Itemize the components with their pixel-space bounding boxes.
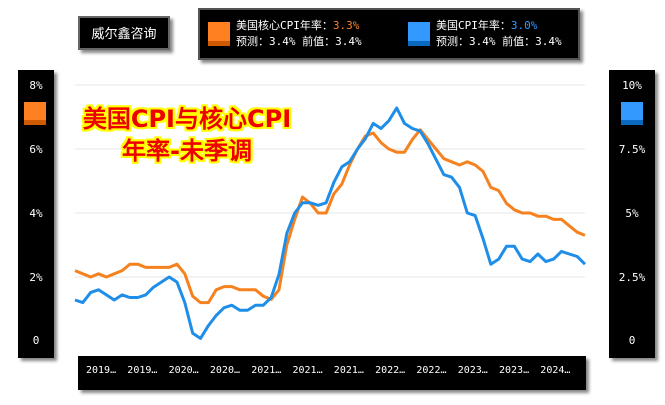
left-tick: 2% [29,271,43,284]
x-tick-label: 2024… [540,365,571,376]
core-previous: 前值：3.4% [302,35,362,48]
cpi-previous: 前值：3.4% [502,35,562,48]
x-tick-label: 2022… [416,365,447,376]
x-tick-label: 2019… [127,365,158,376]
legend-core: 美国核心CPI年率：3.3% 预测：3.4% 前值：3.4% [236,18,362,50]
core-cpi-swatch-icon [208,22,230,46]
x-tick-label: 2023… [499,365,530,376]
left-tick: 6% [29,143,43,156]
cpi-value: 3.0% [510,19,538,32]
x-tick-label: 2021… [292,365,323,376]
left-axis: 8% 6% 4% 2% 0 [18,70,54,358]
x-tick-label: 2021… [333,365,364,376]
x-axis: 2019… 2019… 2020… 2020… 2021… 2021… 2021… 2022…… [78,356,586,390]
core-value: 3.3% [332,19,360,32]
x-tick-label: 2020… [209,365,240,376]
right-tick: 5% [625,207,639,220]
left-tick: 4% [29,207,43,220]
core-forecast: 预测：3.4% [236,35,296,48]
right-tick: 10% [622,79,642,92]
x-tick-label: 2019… [86,365,117,376]
left-tick: 8% [29,79,43,92]
title-line-1: 美国CPI与核心CPI [82,105,292,133]
cpi-line [74,106,587,340]
legend: 美国核心CPI年率：3.3% 预测：3.4% 前值：3.4% 美国CPI年率：3… [198,8,580,60]
left-tick: 0 [32,334,40,347]
core-cpi-line [74,128,586,305]
right-tick: 2.5% [618,271,646,284]
brand-label: 威尔鑫咨询 [78,16,170,50]
x-tick-label: 2022… [375,365,406,376]
core-label: 美国核心CPI年率： [236,19,333,32]
cpi-axis-swatch-icon [621,102,643,125]
right-tick: 7.5% [618,143,646,156]
right-axis: 10% 7.5% 5% 2.5% 0 [609,70,655,358]
cpi-label: 美国CPI年率： [436,19,511,32]
x-tick-label: 2021… [251,365,282,376]
x-tick-label: 2020… [168,365,199,376]
legend-cpi: 美国CPI年率：3.0% 预测：3.4% 前值：3.4% [436,18,562,50]
cpi-forecast: 预测：3.4% [436,35,496,48]
core-axis-swatch-icon [24,102,46,125]
x-tick-label: 2023… [457,365,488,376]
cpi-swatch-icon [408,22,430,46]
title-line-2: 年率-未季调 [122,137,252,165]
right-tick: 0 [628,334,636,347]
chart-title: 美国CPI与核心CPI 年率-未季调 [62,103,312,167]
